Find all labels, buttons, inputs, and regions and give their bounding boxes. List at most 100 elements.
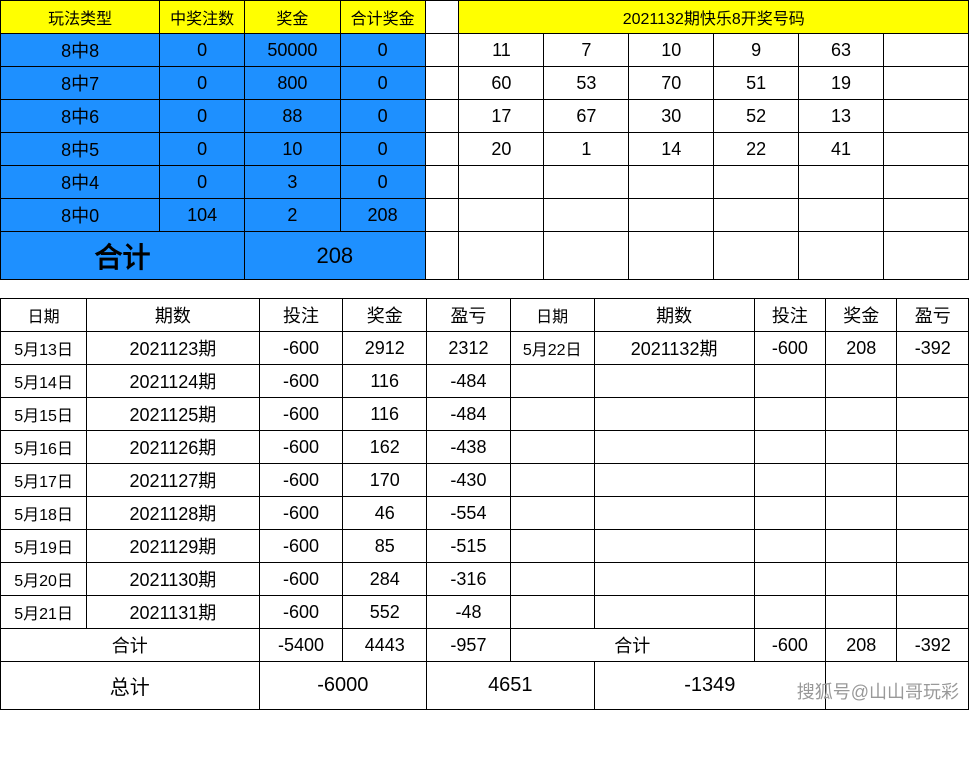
play-type: 8中8 [1,34,160,67]
num: 20 [459,133,544,166]
prize: 116 [343,365,427,398]
num: 13 [799,100,884,133]
period: 2021123期 [87,332,259,365]
play-type: 8中7 [1,67,160,100]
win-count: 0 [160,100,245,133]
date: 5月16日 [1,431,87,464]
hdr-total-prize: 合计奖金 [340,1,425,34]
hdr-win-count: 中奖注数 [160,1,245,34]
history-table: 日期 期数 投注 奖金 盈亏 日期 期数 投注 奖金 盈亏 5月13日 2021… [0,298,969,710]
prize: 10 [245,133,341,166]
hdr-period: 期数 [87,299,259,332]
num: 51 [714,67,799,100]
period: 2021129期 [87,530,259,563]
bet: -600 [754,332,825,365]
date: 5月19日 [1,530,87,563]
period: 2021127期 [87,464,259,497]
num: 11 [459,34,544,67]
num: 52 [714,100,799,133]
bet: -600 [259,464,343,497]
pl: -48 [427,596,511,629]
bet: -600 [259,596,343,629]
bet: -600 [259,431,343,464]
date: 5月22日 [510,332,594,365]
hdr-bet2: 投注 [754,299,825,332]
num: 9 [714,34,799,67]
hdr-play-type: 玩法类型 [1,1,160,34]
hdr-prize: 奖金 [245,1,341,34]
prize: 88 [245,100,341,133]
prize: 284 [343,563,427,596]
total: 0 [340,34,425,67]
total: 0 [340,100,425,133]
hdr-period2: 期数 [594,299,754,332]
pl: -438 [427,431,511,464]
date: 5月13日 [1,332,87,365]
left-sum-bet: -5400 [259,629,343,662]
prize: 800 [245,67,341,100]
date: 5月14日 [1,365,87,398]
grand-pl: -1349 [594,662,826,710]
num: 1 [544,133,629,166]
bet: -600 [259,398,343,431]
pl: -430 [427,464,511,497]
win-count: 104 [160,199,245,232]
right-sum-pl: -392 [897,629,969,662]
hdr-date: 日期 [1,299,87,332]
total: 0 [340,67,425,100]
hdr-pl2: 盈亏 [897,299,969,332]
period: 2021131期 [87,596,259,629]
prize-table: 玩法类型 中奖注数 奖金 合计奖金 2021132期快乐8开奖号码 8中8 0 … [0,0,969,280]
pl: -554 [427,497,511,530]
prize: 2 [245,199,341,232]
grand-bet: -6000 [259,662,426,710]
num: 53 [544,67,629,100]
prize: 116 [343,398,427,431]
left-sum-prize: 4443 [343,629,427,662]
prize: 3 [245,166,341,199]
prize: 46 [343,497,427,530]
prize: 170 [343,464,427,497]
play-type: 8中6 [1,100,160,133]
hdr-date2: 日期 [510,299,594,332]
pl: -316 [427,563,511,596]
left-sum-pl: -957 [427,629,511,662]
num: 70 [629,67,714,100]
num: 41 [799,133,884,166]
num: 22 [714,133,799,166]
pl: -484 [427,398,511,431]
right-sum-prize: 208 [826,629,897,662]
date: 5月17日 [1,464,87,497]
bet: -600 [259,365,343,398]
num: 60 [459,67,544,100]
date: 5月18日 [1,497,87,530]
hdr-prize2: 奖金 [826,299,897,332]
bet: -600 [259,563,343,596]
pl: -515 [427,530,511,563]
period: 2021124期 [87,365,259,398]
num: 14 [629,133,714,166]
hdr-bet: 投注 [259,299,343,332]
play-type: 8中0 [1,199,160,232]
period: 2021132期 [594,332,754,365]
num: 17 [459,100,544,133]
pl: -392 [897,332,969,365]
prize: 552 [343,596,427,629]
bet: -600 [259,332,343,365]
hdr-prize: 奖金 [343,299,427,332]
sum-label: 合计 [1,232,245,280]
spacer-cell [425,1,459,34]
total: 0 [340,133,425,166]
win-count: 0 [160,34,245,67]
date: 5月20日 [1,563,87,596]
left-sum-label: 合计 [1,629,260,662]
prize: 208 [826,332,897,365]
hdr-numbers-title: 2021132期快乐8开奖号码 [459,1,969,34]
period: 2021125期 [87,398,259,431]
period: 2021126期 [87,431,259,464]
total: 0 [340,166,425,199]
num: 67 [544,100,629,133]
bet: -600 [259,530,343,563]
date: 5月15日 [1,398,87,431]
hdr-pl: 盈亏 [427,299,511,332]
